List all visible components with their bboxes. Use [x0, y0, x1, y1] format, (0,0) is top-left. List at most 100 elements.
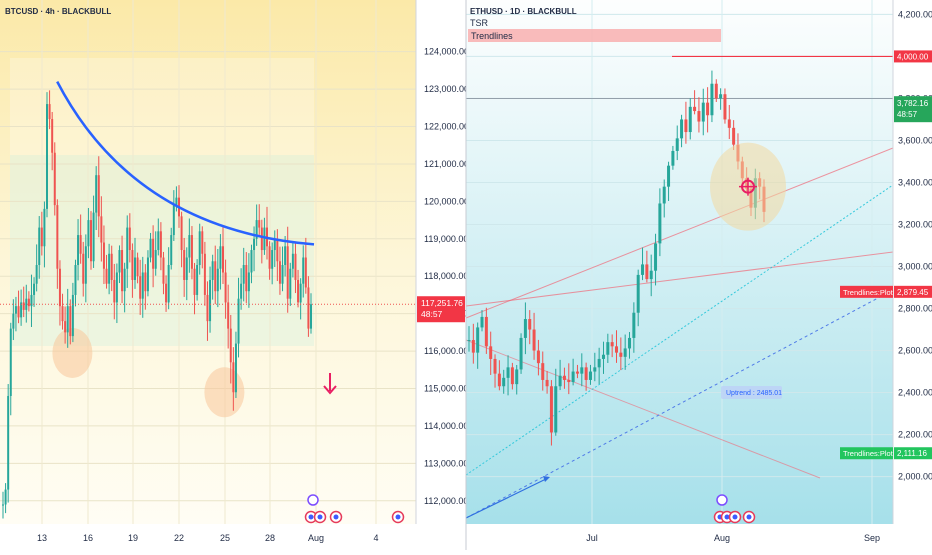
- trendlines-plot-tag[interactable]: [840, 285, 893, 298]
- trendlines-indicator-label[interactable]: Trendlines: [471, 31, 513, 41]
- eth-descending-trendline: [465, 339, 821, 479]
- eth-event-dot: [724, 514, 730, 520]
- eth-candle: [723, 94, 727, 120]
- eth-last-price-tag[interactable]: [894, 96, 932, 123]
- eth-candle: [615, 346, 618, 353]
- btc-candle: [209, 279, 212, 322]
- eth-candle: [619, 352, 623, 357]
- uptrend-label-box[interactable]: [721, 386, 782, 399]
- eth-time-axis[interactable]: Jul Aug Sep: [466, 524, 932, 550]
- btc-x-tick-label: 25: [220, 533, 230, 543]
- eth-candle: [597, 358, 601, 368]
- btc-event-dot: [395, 514, 401, 520]
- btc-axis-background: [416, 0, 465, 524]
- eth-x-tick-label: Jul: [586, 533, 598, 543]
- btc-consolidation-zone: [10, 155, 314, 346]
- btc-candle: [100, 216, 103, 243]
- btc-candle: [172, 205, 175, 236]
- btc-y-tick-label: 121,000.00: [424, 159, 469, 169]
- btc-candle: [219, 246, 222, 269]
- eth-price-axis[interactable]: 2,000.00 2,200.00 2,400.00 2,600.00 2,800.00…: [892, 0, 932, 524]
- trendlines-plot-value: 2,111.16: [897, 449, 928, 458]
- btc-candle: [97, 175, 100, 217]
- btc-candle: [214, 261, 217, 292]
- btc-candle: [79, 235, 82, 254]
- eth-candle: [714, 83, 718, 99]
- eth-dividend-icon[interactable]: [716, 494, 728, 506]
- btc-candle: [118, 250, 121, 273]
- btc-candle: [71, 294, 74, 337]
- btc-candle: [110, 253, 113, 280]
- btc-candle: [229, 328, 232, 363]
- btc-x-tick-label: 16: [83, 533, 93, 543]
- eth-y-tick-label: 4,200.00: [898, 9, 932, 19]
- eth-resistance-trendline: [465, 147, 894, 319]
- btc-chart-panel[interactable]: BTCUSD · 4h · BLACKBULL: [0, 0, 416, 524]
- btc-candle: [157, 231, 160, 251]
- btc-candle: [154, 250, 157, 269]
- btc-candle: [4, 489, 7, 505]
- eth-chart-title: ETHUSD · 1D · BLACKBULL: [470, 7, 577, 16]
- btc-last-price-tag[interactable]: [417, 296, 465, 323]
- eth-uptrend-dashed-line: [465, 289, 894, 519]
- btc-candle: [14, 306, 17, 314]
- btc-support-circle: [204, 367, 245, 418]
- eth-candle: [727, 119, 731, 128]
- trendlines-plot-value-tag[interactable]: [894, 285, 932, 298]
- btc-candle: [77, 235, 80, 265]
- btc-candle: [48, 104, 51, 120]
- btc-y-tick-label: 112,000.00: [424, 496, 468, 506]
- trendlines-indicator-box[interactable]: [468, 29, 721, 42]
- eth-candle: [580, 367, 584, 374]
- eth-candle: [680, 119, 684, 139]
- eth-y-tick-label: 2,800.00: [898, 304, 932, 314]
- btc-candle: [258, 220, 261, 228]
- eth-chart-panel[interactable]: Uptrend : 2485.01 ETHUSD · 1D · BLACKBUL…: [465, 0, 894, 524]
- btc-y-tick-label: 115,000.00: [424, 384, 468, 394]
- btc-candle: [25, 298, 28, 310]
- eth-candle: [476, 327, 480, 353]
- eth-candle: [732, 127, 736, 145]
- btc-y-tick-label: 124,000.00: [424, 47, 469, 57]
- trendlines-plot-value-tag[interactable]: [894, 447, 932, 460]
- btc-candle: [203, 253, 206, 295]
- eth-candle: [484, 316, 488, 347]
- btc-candle: [289, 268, 292, 299]
- eth-candle: [632, 312, 636, 338]
- eth-candle: [549, 386, 553, 433]
- btc-candle: [74, 265, 77, 295]
- btc-candle: [227, 302, 230, 329]
- btc-candle: [310, 304, 312, 329]
- btc-price-axis[interactable]: 112,000.00 113,000.00 114,000.00 115,000.00…: [415, 0, 469, 524]
- eth-candle: [588, 371, 592, 380]
- btc-candle: [123, 268, 126, 292]
- btc-time-axis-background: [0, 524, 466, 550]
- trendlines-plot-value: 2,879.45: [897, 288, 929, 297]
- btc-candle: [232, 362, 235, 393]
- btc-candle: [260, 227, 263, 251]
- btc-candle: [183, 250, 186, 280]
- eth-plot-background: [466, 0, 893, 524]
- btc-candle: [126, 227, 129, 269]
- eth-candle: [667, 165, 671, 187]
- eth-time-axis-background: [466, 524, 932, 550]
- tsr-indicator-label[interactable]: TSR: [470, 18, 489, 28]
- btc-candle: [222, 246, 224, 273]
- btc-candle: [20, 302, 23, 318]
- btc-time-axis[interactable]: 13 16 19 22 25 28 Aug 4: [0, 524, 466, 550]
- btc-event-dot: [333, 514, 339, 520]
- btc-candle: [92, 212, 95, 262]
- eth-candle: [554, 386, 558, 433]
- btc-candle: [253, 238, 256, 251]
- btc-candle: [237, 298, 240, 344]
- btc-dividend-icon[interactable]: [307, 494, 319, 506]
- btc-candle: [87, 220, 90, 247]
- trendlines-plot-tag[interactable]: [840, 447, 893, 460]
- btc-candle: [297, 279, 300, 303]
- btc-candle: [134, 257, 136, 280]
- btc-candle: [43, 208, 46, 247]
- btc-candle: [66, 306, 69, 333]
- down-arrow-icon: [323, 373, 337, 395]
- eth-4000-tag[interactable]: [894, 50, 932, 63]
- btc-candle: [255, 220, 258, 239]
